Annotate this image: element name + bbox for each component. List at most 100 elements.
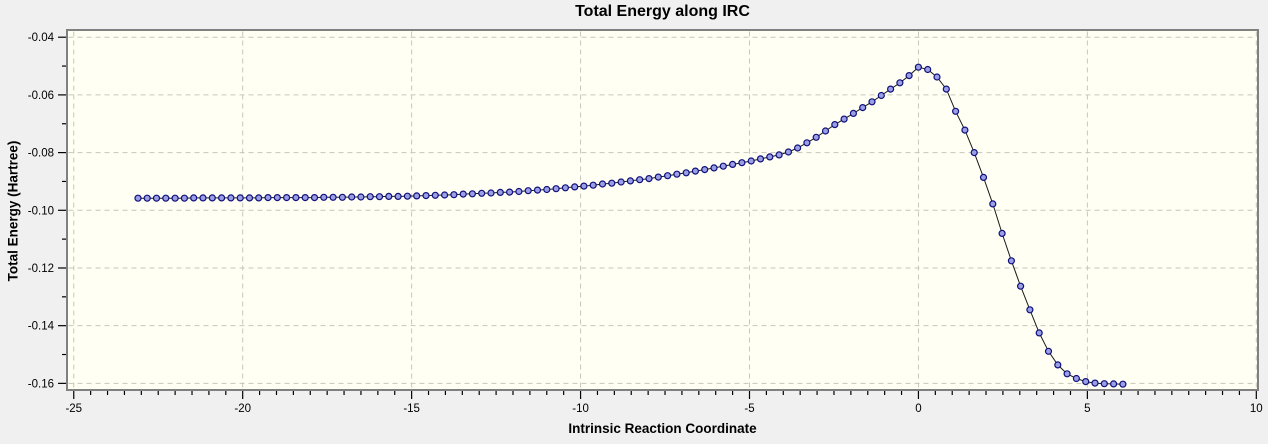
data-point-marker: [227, 194, 235, 202]
data-point-marker: [691, 167, 700, 175]
data-point-marker: [719, 162, 727, 170]
data-point-marker: [208, 194, 216, 202]
data-point-marker: [1109, 380, 1118, 388]
data-point-marker: [942, 85, 950, 93]
data-point-marker: [961, 126, 969, 134]
data-point-marker: [478, 189, 486, 197]
y-tick-label: -0.08: [28, 148, 54, 160]
data-point-marker: [571, 183, 579, 191]
data-point-marker: [710, 164, 718, 172]
data-point-marker: [292, 194, 300, 202]
data-point-marker: [1035, 329, 1043, 337]
data-point-marker: [933, 73, 941, 81]
data-point-marker: [152, 194, 161, 202]
data-point-marker: [283, 194, 291, 202]
data-point-marker: [970, 149, 978, 157]
data-point-marker: [385, 192, 393, 200]
data-point-marker: [831, 120, 839, 129]
data-point-marker: [812, 133, 820, 141]
y-tick-label: -0.06: [28, 90, 54, 102]
data-point-marker: [422, 192, 430, 200]
data-point-marker: [654, 173, 662, 181]
data-point-marker: [180, 194, 188, 202]
x-tick-label: 5: [1084, 403, 1090, 415]
data-point-marker: [1016, 282, 1025, 290]
data-point-marker: [914, 63, 923, 71]
x-tick-label: -10: [572, 403, 589, 415]
data-point-marker: [236, 194, 244, 202]
data-point-marker: [1072, 374, 1081, 383]
data-point-marker: [375, 193, 384, 201]
data-point-marker: [840, 115, 848, 123]
x-tick-label: 10: [1250, 403, 1263, 415]
data-point-marker: [989, 200, 997, 208]
data-point-marker: [255, 194, 263, 202]
data-point-marker: [1054, 361, 1062, 369]
data-point-marker: [979, 173, 988, 181]
data-point-marker: [998, 229, 1006, 237]
data-point-marker: [450, 191, 458, 199]
data-point-marker: [849, 109, 858, 118]
data-point-marker: [264, 194, 272, 202]
data-point-marker: [821, 127, 830, 135]
data-point-marker: [580, 182, 588, 190]
data-point-marker: [626, 177, 635, 185]
data-point-marker: [747, 157, 755, 165]
data-point-marker: [245, 194, 254, 202]
data-point-marker: [171, 194, 179, 202]
data-point-marker: [756, 155, 765, 163]
data-point-marker: [701, 166, 709, 174]
data-point-marker: [636, 176, 644, 184]
data-point-marker: [552, 185, 560, 193]
data-point-marker: [348, 193, 356, 201]
data-point-marker: [645, 175, 653, 183]
data-point-marker: [403, 192, 411, 200]
data-point-marker: [617, 178, 625, 186]
data-point-marker: [357, 193, 365, 201]
x-tick-label: 0: [915, 403, 921, 415]
chart-title: Total Energy along IRC: [575, 3, 750, 20]
data-point-marker: [199, 194, 207, 202]
x-axis-title: Intrinsic Reaction Coordinate: [568, 421, 757, 436]
data-point-marker: [366, 193, 374, 201]
data-point-marker: [803, 139, 811, 147]
data-point-marker: [459, 190, 467, 198]
data-point-marker: [1082, 378, 1090, 386]
data-point-marker: [533, 186, 542, 194]
data-point-marker: [775, 151, 783, 159]
data-point-marker: [1091, 379, 1099, 387]
data-point-marker: [431, 191, 439, 199]
y-tick-label: -0.14: [28, 321, 55, 333]
data-point-marker: [468, 190, 476, 198]
x-tick-label: -15: [403, 403, 420, 415]
data-point-marker: [301, 194, 309, 202]
data-point-marker: [190, 194, 198, 202]
data-point-marker: [506, 188, 514, 196]
data-point-marker: [1063, 370, 1071, 378]
data-point-marker: [413, 192, 421, 200]
data-point-marker: [673, 170, 681, 178]
data-point-marker: [886, 85, 895, 93]
y-axis-title: Total Energy (Hartree): [5, 140, 21, 282]
data-point-marker: [608, 179, 616, 187]
data-point-marker: [766, 153, 774, 161]
data-point-marker: [1119, 380, 1127, 388]
data-point-marker: [589, 181, 597, 189]
data-point-marker: [561, 184, 570, 192]
data-point-marker: [738, 159, 746, 167]
data-point-marker: [134, 194, 142, 202]
data-point-marker: [598, 180, 607, 188]
y-tick-label: -0.12: [28, 263, 54, 275]
data-point-marker: [877, 91, 885, 100]
y-tick-label: -0.10: [28, 205, 54, 217]
data-point-marker: [905, 71, 913, 80]
data-point-marker: [682, 169, 690, 177]
y-tick-label: -0.16: [28, 378, 54, 390]
data-point-marker: [728, 160, 737, 168]
data-point-marker: [1044, 347, 1053, 355]
data-point-marker: [1100, 380, 1108, 388]
data-point-marker: [310, 194, 319, 202]
x-tick-label: -5: [744, 403, 754, 415]
